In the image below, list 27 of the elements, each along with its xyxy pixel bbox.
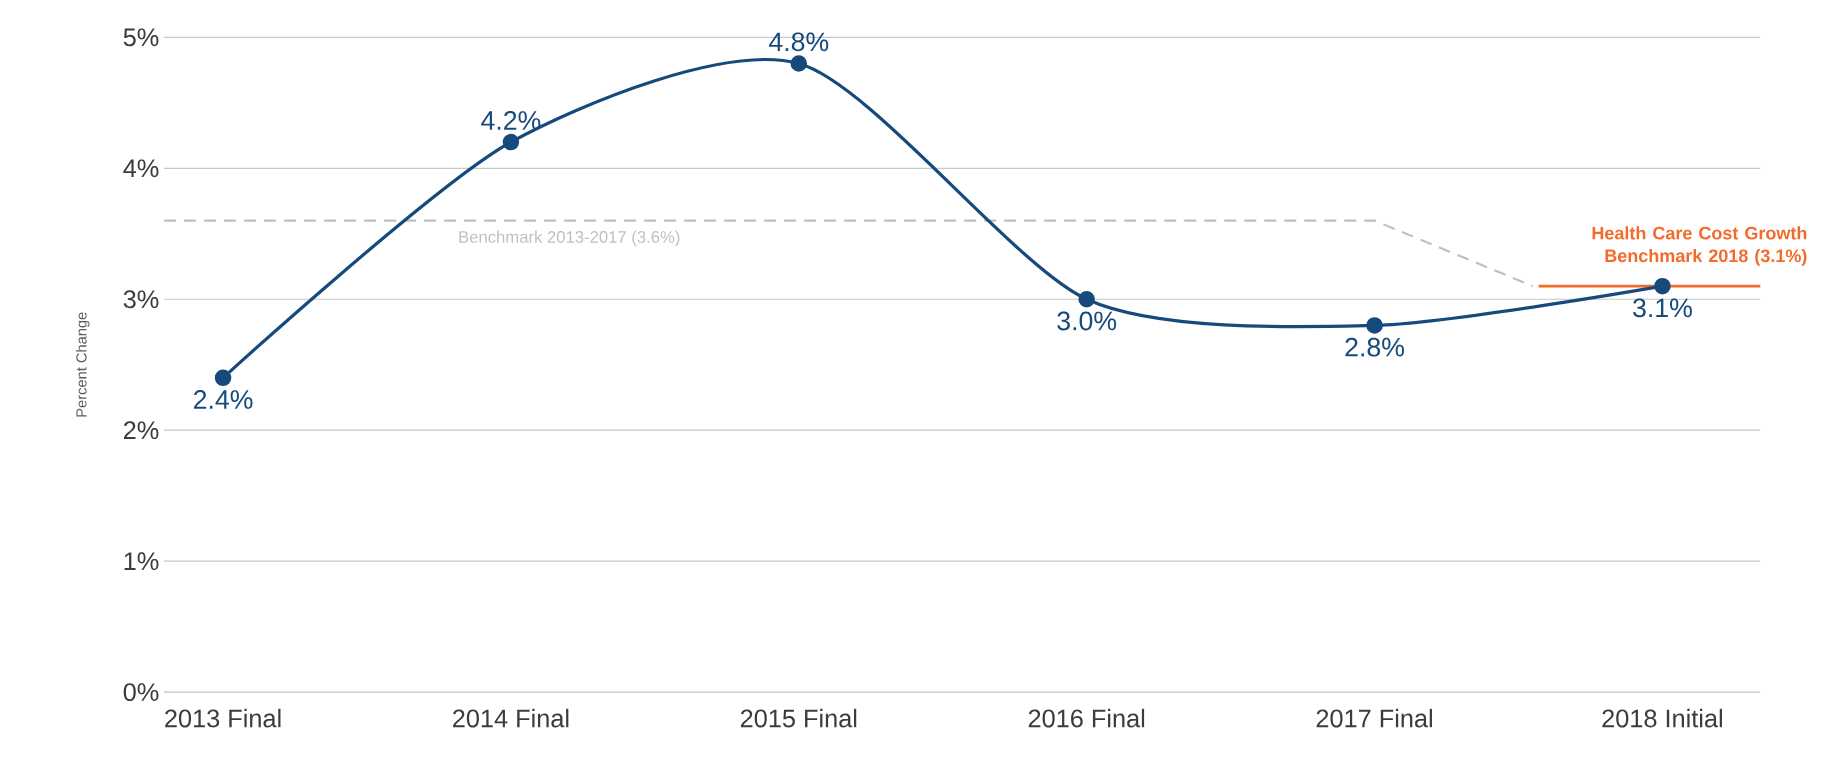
ref-line-label: Benchmark 2013-2017 (3.6%) <box>459 230 680 247</box>
y-tick-label: 0% <box>123 683 159 702</box>
y-tick-label: 4% <box>123 159 159 178</box>
point <box>1366 317 1383 334</box>
y-tick-label: 5% <box>123 28 159 47</box>
ref-line-label: Health Care Cost Growth Benchmark 2018 (3.1%) <box>1592 226 1807 266</box>
x-tick-label: 2017 Final <box>1316 708 1432 728</box>
point <box>1654 277 1671 295</box>
text: 3.0% <box>1057 311 1117 331</box>
y-axis-title: Percent Change <box>75 312 90 417</box>
text: 2.4% <box>193 390 253 409</box>
text: 2.8% <box>1345 337 1404 357</box>
y-tick-label: 2% <box>123 421 159 440</box>
point <box>214 369 232 387</box>
point <box>1078 291 1095 308</box>
x-tick-label: 2014 Final <box>453 708 569 728</box>
x-tick-label: 2013 Final <box>165 708 281 728</box>
point <box>502 133 520 151</box>
text: 4.8% <box>769 32 829 52</box>
x-tick-label: 2018 Initial <box>1602 708 1722 728</box>
point <box>790 55 808 72</box>
y-tick-label: 3% <box>123 290 159 309</box>
text: 4.2% <box>481 111 541 130</box>
text: 3.1% <box>1633 298 1692 318</box>
y-tick-label: 1% <box>124 552 159 571</box>
x-tick-label: 2016 Final <box>1028 708 1145 728</box>
x-tick-label: 2015 Final <box>740 708 857 728</box>
